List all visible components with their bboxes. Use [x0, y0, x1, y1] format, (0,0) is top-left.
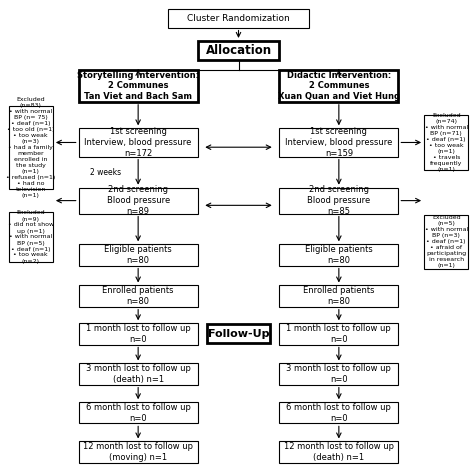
Text: 6 month lost to follow up
n=0: 6 month lost to follow up n=0 [86, 403, 191, 423]
FancyBboxPatch shape [279, 402, 398, 423]
Text: Excluded
(n=9)
• did not show
up (n=1)
• with normal
BP (n=5)
• deaf (n=1)
• too: Excluded (n=9) • did not show up (n=1) •… [8, 210, 54, 264]
Text: 1st screening
Interview, blood pressure
n=172: 1st screening Interview, blood pressure … [84, 127, 192, 158]
FancyBboxPatch shape [207, 324, 270, 343]
Text: 2nd screening
Blood pressure
n=85: 2nd screening Blood pressure n=85 [307, 185, 371, 216]
Text: Excluded
(n=5)
• with normal
BP (n=3)
• deaf (n=1)
• afraid of
participating
in : Excluded (n=5) • with normal BP (n=3) • … [425, 215, 468, 268]
FancyBboxPatch shape [279, 364, 398, 385]
Text: 1st screening
Interview, blood pressure
n=159: 1st screening Interview, blood pressure … [285, 127, 392, 158]
FancyBboxPatch shape [79, 128, 198, 156]
Text: Eligible patients
n=80: Eligible patients n=80 [305, 245, 373, 265]
FancyBboxPatch shape [424, 215, 468, 269]
Text: 1 month lost to follow up
n=0: 1 month lost to follow up n=0 [86, 324, 191, 344]
FancyBboxPatch shape [279, 244, 398, 265]
FancyBboxPatch shape [279, 285, 398, 307]
FancyBboxPatch shape [279, 441, 398, 463]
FancyBboxPatch shape [9, 212, 53, 262]
Text: Enrolled patients
n=80: Enrolled patients n=80 [303, 286, 374, 306]
FancyBboxPatch shape [79, 285, 198, 307]
Text: Eligible patients
n=80: Eligible patients n=80 [104, 245, 172, 265]
Text: Cluster Randomization: Cluster Randomization [187, 14, 290, 23]
Text: 2 weeks: 2 weeks [90, 168, 121, 177]
Text: Excluded
(n=83)
• with normal
BP (n= 75)
• deaf (n=1)
• too old (n=1)
• too weak: Excluded (n=83) • with normal BP (n= 75)… [6, 97, 55, 198]
Text: 3 month lost to follow up
n=0: 3 month lost to follow up n=0 [286, 364, 392, 384]
Text: 3 month lost to follow up
(death) n=1: 3 month lost to follow up (death) n=1 [86, 364, 191, 384]
FancyBboxPatch shape [79, 323, 198, 345]
FancyBboxPatch shape [79, 244, 198, 265]
FancyBboxPatch shape [279, 70, 398, 102]
Text: 1 month lost to follow up
n=0: 1 month lost to follow up n=0 [286, 324, 391, 344]
FancyBboxPatch shape [79, 364, 198, 385]
Text: Storytelling Intervention:
2 Communes
Tan Viet and Bach Sam: Storytelling Intervention: 2 Communes Ta… [77, 71, 199, 101]
FancyBboxPatch shape [279, 188, 398, 214]
FancyBboxPatch shape [79, 188, 198, 214]
FancyBboxPatch shape [279, 323, 398, 345]
Text: 12 month lost to follow up
(moving) n=1: 12 month lost to follow up (moving) n=1 [83, 442, 193, 462]
FancyBboxPatch shape [9, 106, 53, 189]
FancyBboxPatch shape [79, 402, 198, 423]
FancyBboxPatch shape [79, 70, 198, 102]
FancyBboxPatch shape [168, 9, 309, 27]
FancyBboxPatch shape [79, 441, 198, 463]
Text: 2nd screening
Blood pressure
n=89: 2nd screening Blood pressure n=89 [107, 185, 170, 216]
FancyBboxPatch shape [424, 115, 468, 170]
FancyBboxPatch shape [198, 41, 279, 60]
Text: 12 month lost to follow up
(death) n=1: 12 month lost to follow up (death) n=1 [284, 442, 394, 462]
FancyBboxPatch shape [279, 128, 398, 156]
Text: 6 month lost to follow up
n=0: 6 month lost to follow up n=0 [286, 403, 392, 423]
Text: Allocation: Allocation [205, 44, 272, 57]
Text: Enrolled patients
n=80: Enrolled patients n=80 [102, 286, 174, 306]
Text: Didactic Intervention:
2 Communes
Xuan Quan and Viet Hung: Didactic Intervention: 2 Communes Xuan Q… [278, 71, 400, 101]
Text: Excluded
(n=74)
• with normal
BP (n=71)
• deaf (n=1)
• too weak
(n=1)
• travels
: Excluded (n=74) • with normal BP (n=71) … [425, 113, 468, 172]
Text: Follow-Up: Follow-Up [208, 329, 269, 339]
